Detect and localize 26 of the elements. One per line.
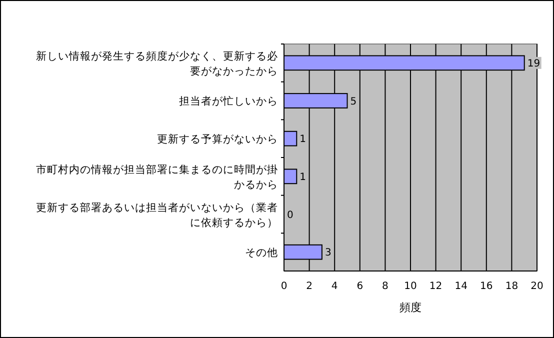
x-tick-label: 0 xyxy=(280,281,288,292)
y-tick-label: 更新する予算がないから xyxy=(157,132,278,146)
x-tick-label: 8 xyxy=(382,281,388,292)
bar xyxy=(284,168,298,184)
y-tick-label: その他 xyxy=(245,246,278,259)
data-label: 1 xyxy=(300,172,306,183)
data-label: 1 xyxy=(300,134,306,146)
x-tick-label: 14 xyxy=(454,281,468,292)
data-label: 3 xyxy=(324,248,332,259)
y-tick-label: 担当者が忙しいから xyxy=(179,94,278,108)
x-tick-label: 2 xyxy=(306,281,312,292)
x-tick-label: 12 xyxy=(429,281,442,292)
x-tick-label: 18 xyxy=(505,281,518,292)
x-tick-label: 16 xyxy=(480,281,493,292)
data-label: 19 xyxy=(527,58,540,70)
data-label: 5 xyxy=(350,96,357,108)
y-tick-label: 市町村内の情報が担当部署に集まるのに時間が掛かるから xyxy=(36,163,278,192)
y-tick-label: 更新する部署あるいは担当者がいないから（業者に依頼するから） xyxy=(36,200,278,229)
x-tick-label: 10 xyxy=(404,281,417,292)
bar xyxy=(284,130,298,146)
y-tick-label: 新しい情報が発生する頻度が少なく、更新する必要がなかったから xyxy=(36,50,278,78)
x-tick-label: 20 xyxy=(530,281,544,292)
x-tick-label: 6 xyxy=(356,281,364,292)
x-tick-label: 4 xyxy=(331,281,338,292)
data-label: 0 xyxy=(287,210,294,221)
x-axis-title: 頻度 xyxy=(400,301,422,314)
